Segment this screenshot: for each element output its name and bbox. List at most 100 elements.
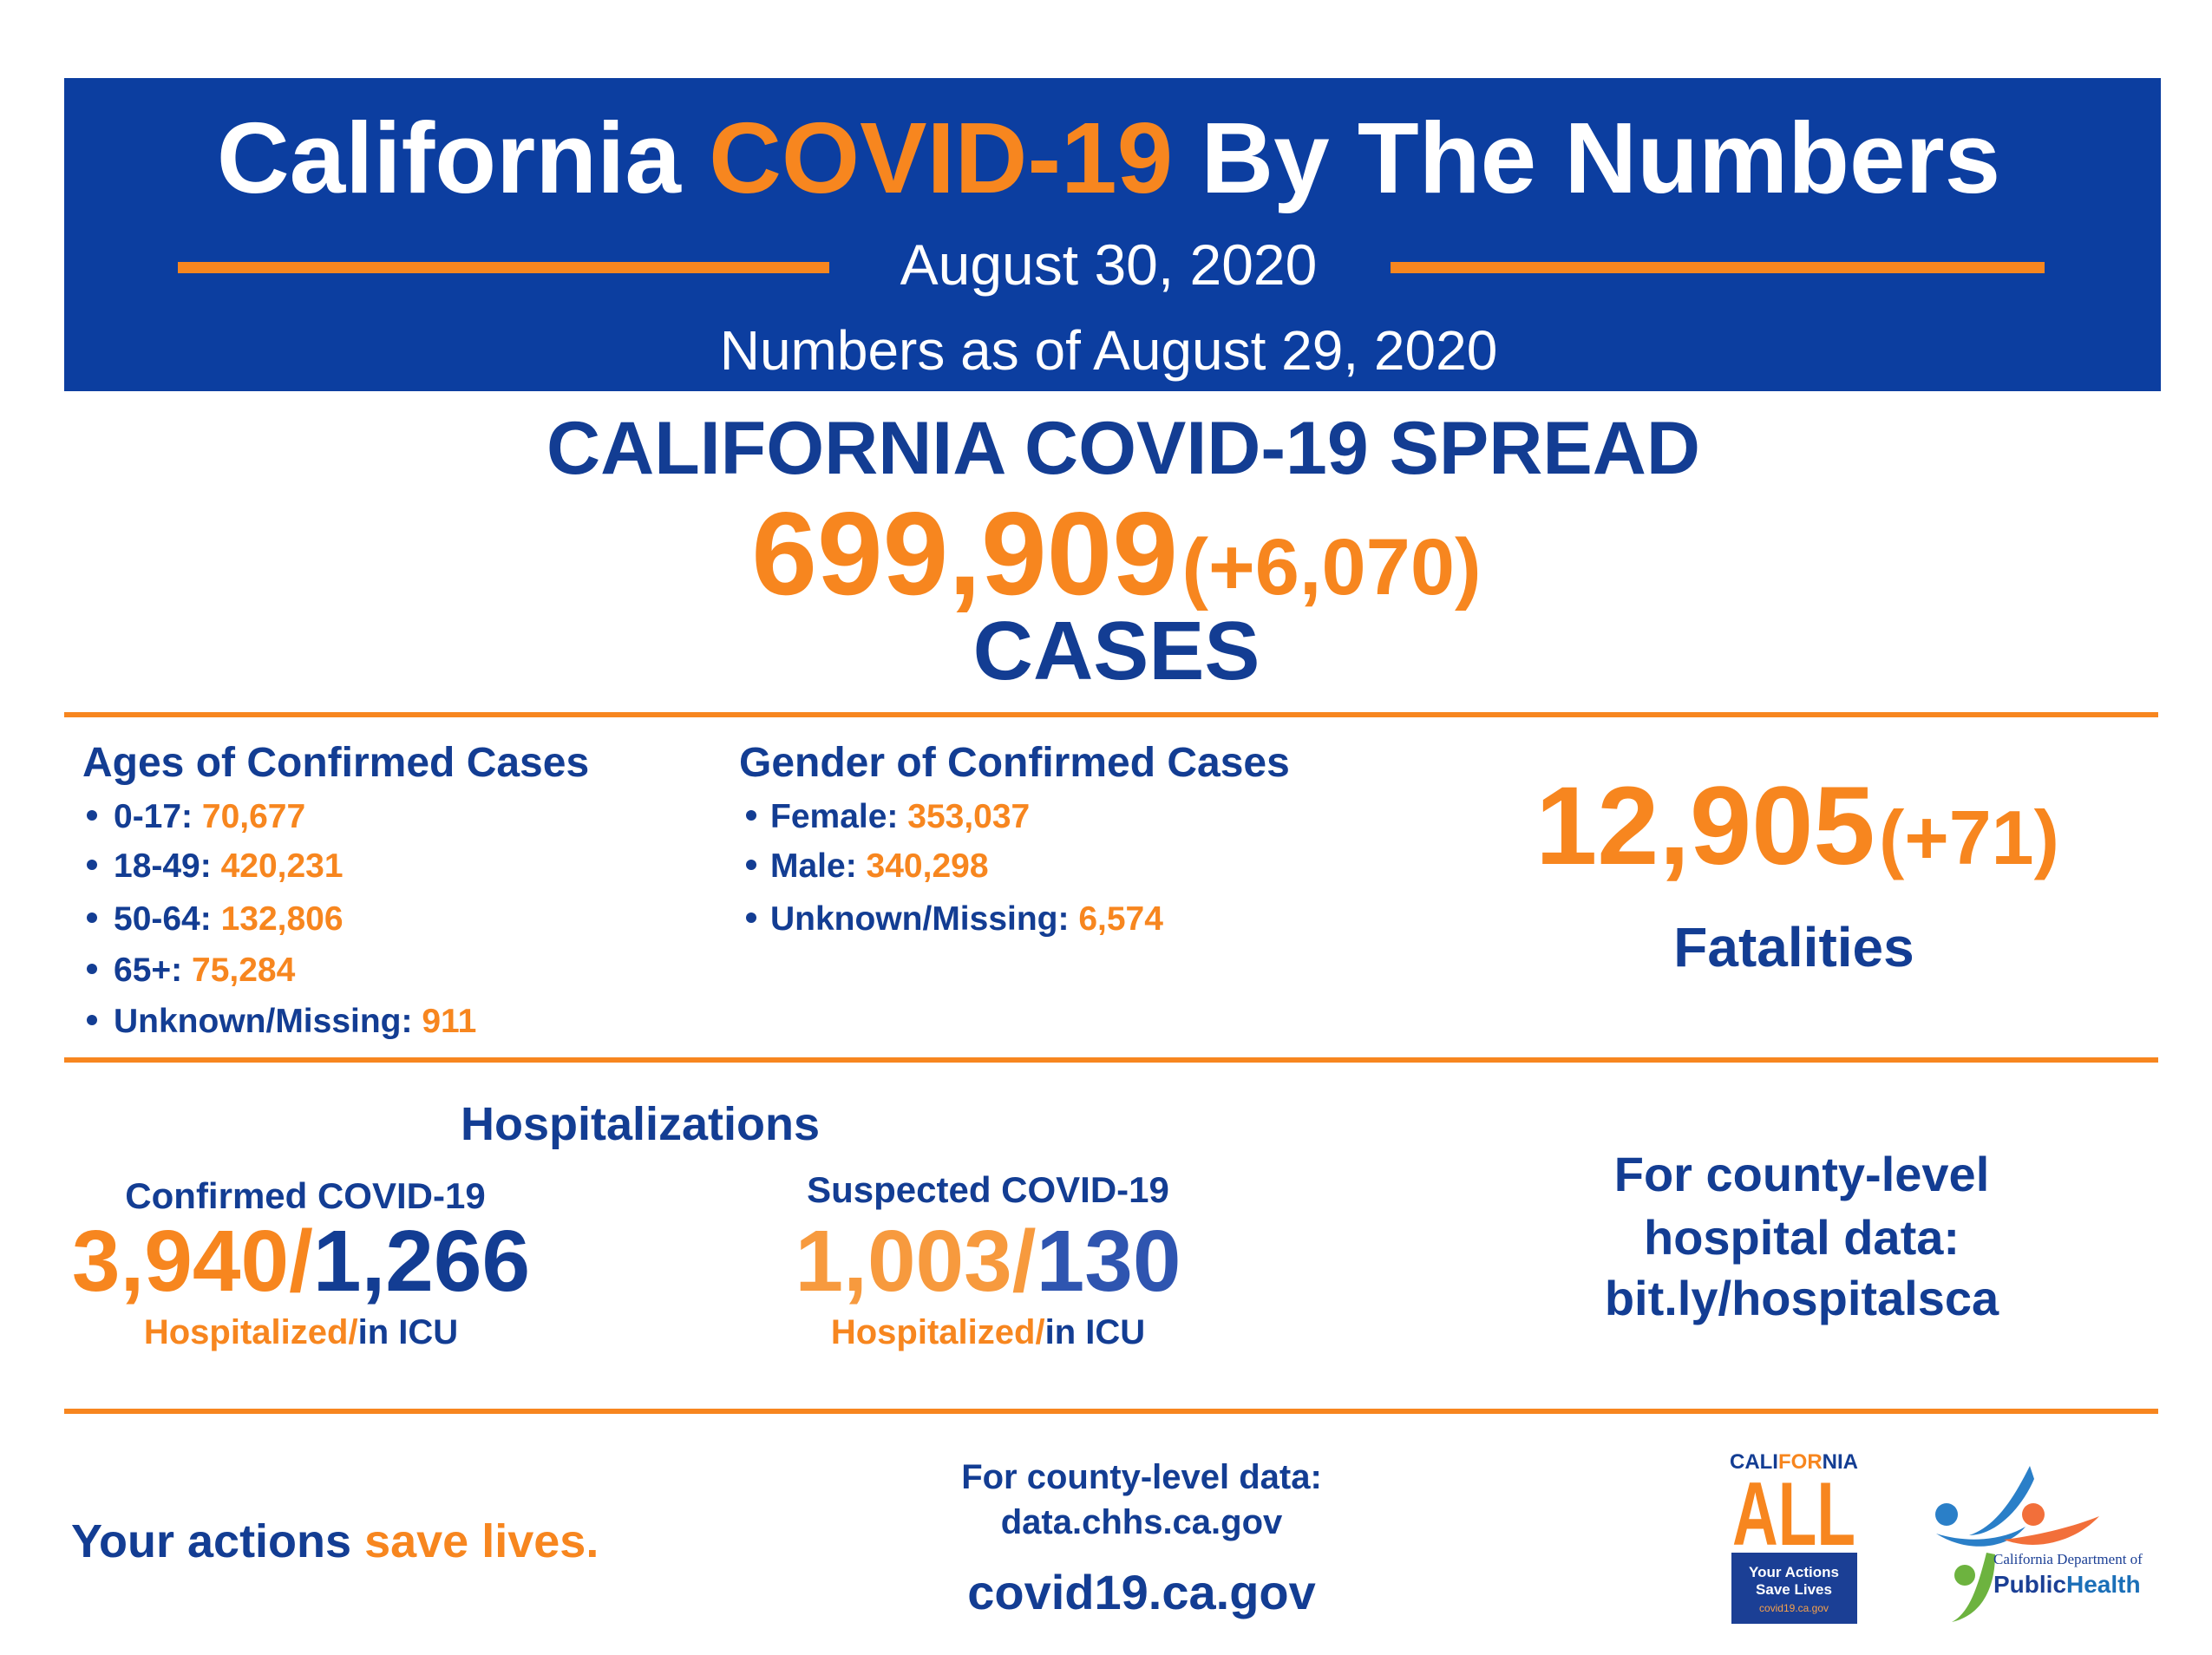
logo-all: ALL	[1732, 1464, 1855, 1565]
item-value: 340,298	[867, 847, 989, 885]
logo-box	[1731, 1553, 1857, 1624]
slogan: Your actions save lives.	[71, 1515, 599, 1567]
suspected-label: Suspected COVID-19	[807, 1169, 1169, 1210]
item-value: 420,231	[221, 847, 344, 885]
item-value: 132,806	[221, 900, 344, 938]
logo-california: CALIFORNIA	[1730, 1450, 1858, 1474]
logo-head	[2022, 1503, 2045, 1526]
title-first: California	[217, 101, 682, 214]
logo-swoosh	[1952, 1553, 1995, 1622]
county-hospital-line: For county-level	[1614, 1147, 1990, 1201]
fatalities-label: Fatalities	[1673, 916, 1914, 978]
gender-item: Unknown/Missing: 6,574	[770, 900, 1163, 938]
logo-box-text: covid19.ca.gov	[1759, 1602, 1829, 1614]
title-rest: By The Numbers	[1201, 101, 2000, 214]
suspected-caption: Hospitalized/in ICU	[831, 1313, 1145, 1351]
item-label: 50-64:	[114, 900, 212, 938]
confirmed-label: Confirmed COVID-19	[125, 1175, 485, 1216]
icu-value: 1,266	[313, 1213, 530, 1310]
cdph-name: PublicHealth	[1993, 1571, 2141, 1598]
separator: /	[1012, 1213, 1037, 1310]
california-all-logo: CALIFORNIA ALL Your Actions Save Lives c…	[1730, 1450, 1858, 1624]
confirmed-figure: 3,940/1,266	[72, 1213, 530, 1310]
cdph-department: California Department of	[1993, 1551, 2143, 1567]
icu-value: 130	[1037, 1213, 1181, 1310]
title-highlight: COVID-19	[709, 101, 1173, 214]
ages-item: 18-49: 420,231	[114, 847, 344, 885]
item-label: 65+:	[114, 952, 182, 989]
rule	[64, 1409, 2158, 1414]
logo-swoosh	[2004, 1516, 2099, 1545]
icu-label: in ICU	[1045, 1313, 1146, 1351]
item-value: 75,284	[192, 952, 296, 989]
bullet	[87, 810, 97, 821]
hospitalizations-heading: Hospitalizations	[461, 1098, 820, 1150]
bullet	[746, 810, 756, 821]
county-hospital-line: hospital data:	[1644, 1210, 1960, 1265]
hospitalized-label: Hospitalized	[144, 1313, 349, 1351]
county-data-label: For county-level data:	[961, 1458, 1322, 1496]
item-label: 18-49:	[114, 847, 212, 885]
separator: /	[1035, 1313, 1044, 1351]
logo-part: CALI	[1730, 1450, 1778, 1474]
bullet	[87, 964, 97, 974]
header-title: California COVID-19 By The Numbers	[217, 101, 2000, 214]
spread-heading: CALIFORNIA COVID-19 SPREAD	[546, 407, 1700, 490]
logo-part: NIA	[1823, 1450, 1858, 1474]
rule	[178, 262, 829, 273]
gender-item: Female: 353,037	[770, 798, 1030, 835]
confirmed-caption: Hospitalized/in ICU	[144, 1313, 458, 1351]
separator: /	[289, 1213, 313, 1310]
slogan-first: Your actions	[71, 1515, 351, 1567]
bullet	[87, 913, 97, 923]
header-date: August 30, 2020	[900, 232, 1318, 297]
bullet	[87, 1015, 97, 1025]
gender-list: Female: 353,037 Male: 340,298 Unknown/Mi…	[746, 798, 1163, 938]
hospitalized-value: 1,003	[795, 1213, 1012, 1310]
gender-item: Male: 340,298	[770, 847, 989, 885]
county-data-link[interactable]: data.chhs.ca.gov	[1001, 1503, 1283, 1541]
item-value: 6,574	[1078, 900, 1163, 938]
county-hospital: For county-level hospital data: bit.ly/h…	[1605, 1147, 1999, 1325]
ages-heading: Ages of Confirmed Cases	[82, 740, 589, 786]
header-band	[64, 78, 2161, 391]
logo-box-text: Your Actions	[1749, 1564, 1839, 1580]
item-label: 0-17:	[114, 798, 193, 835]
item-value: 70,677	[202, 798, 305, 835]
bullet	[746, 860, 756, 870]
bullet	[87, 860, 97, 870]
county-hospital-link[interactable]: bit.ly/hospitalsca	[1605, 1271, 1999, 1325]
cdph-public: Public	[1993, 1571, 2066, 1598]
spread-label: CASES	[973, 605, 1260, 697]
logo-head	[1935, 1503, 1958, 1526]
rule	[64, 1057, 2158, 1063]
spread-change: (+6,070)	[1181, 523, 1481, 612]
item-value: 911	[422, 1003, 476, 1040]
cdph-logo: California Department of PublicHealth	[1935, 1466, 2143, 1622]
slogan-highlight: save lives.	[364, 1515, 599, 1567]
spread-figure: 699,909 (+6,070)	[751, 487, 1481, 619]
fatalities-change: (+71)	[1879, 795, 2059, 880]
item-value: 353,037	[907, 798, 1030, 835]
cdph-health: Health	[2066, 1571, 2141, 1598]
ages-item: 0-17: 70,677	[114, 798, 305, 835]
website-link[interactable]: covid19.ca.gov	[967, 1565, 1316, 1619]
header-as-of: Numbers as of August 29, 2020	[720, 319, 1498, 382]
ages-item: Unknown/Missing: 911	[114, 1003, 476, 1040]
item-label: Unknown/Missing:	[770, 900, 1070, 938]
logo-swoosh	[1936, 1527, 2025, 1547]
spread-total: 699,909	[751, 487, 1178, 619]
logo-part: FOR	[1778, 1450, 1823, 1474]
logo-head	[1954, 1565, 1975, 1586]
fatalities-total: 12,905	[1535, 764, 1875, 888]
fatalities-figure: 12,905 (+71)	[1535, 764, 2059, 888]
separator: /	[348, 1313, 357, 1351]
gender-heading: Gender of Confirmed Cases	[739, 740, 1290, 786]
rule	[1391, 262, 2045, 273]
logo-swoosh	[1969, 1466, 2034, 1535]
item-label: Female:	[770, 798, 898, 835]
item-label: Unknown/Missing:	[114, 1003, 413, 1040]
